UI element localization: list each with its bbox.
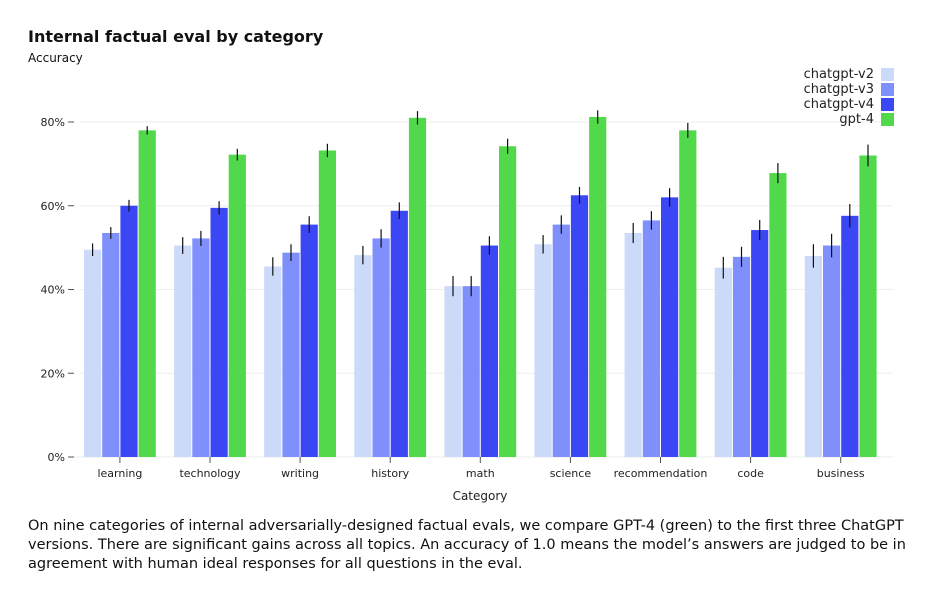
bar-chatgpt-v3-business — [823, 245, 841, 457]
x-tick-label: technology — [179, 467, 241, 480]
bar-gpt-4-science — [589, 116, 607, 457]
bar-chatgpt-v4-math — [480, 245, 498, 457]
bar-chatgpt-v2-recommendation — [624, 232, 642, 457]
bar-chart: 0% 20% 40% 60% 80% learning technology writing… — [41, 67, 894, 503]
bar-gpt-4-writing — [318, 150, 336, 457]
bar-chatgpt-v2-writing — [264, 266, 282, 457]
bar-chatgpt-v2-technology — [174, 245, 192, 457]
x-tick-label: writing — [281, 467, 319, 480]
bar-chatgpt-v4-learning — [120, 205, 138, 457]
bar-chatgpt-v4-recommendation — [661, 197, 679, 457]
bar-chatgpt-v2-math — [444, 286, 462, 457]
bar-chatgpt-v2-history — [354, 255, 372, 457]
bar-chatgpt-v3-recommendation — [642, 220, 660, 457]
x-tick-label: recommendation — [614, 467, 708, 480]
bar-chatgpt-v3-writing — [282, 252, 300, 457]
error-bars — [91, 110, 869, 297]
legend-swatch-chatgpt-v3 — [881, 83, 894, 96]
bar-chatgpt-v3-technology — [192, 238, 210, 457]
x-tick-label: math — [466, 467, 495, 480]
bar-chatgpt-v3-science — [552, 224, 570, 457]
bar-chatgpt-v4-writing — [300, 224, 318, 457]
bar-chatgpt-v4-business — [841, 215, 859, 457]
x-axis: learning technology writing history math scie… — [97, 457, 865, 480]
bar-chatgpt-v4-history — [390, 210, 408, 457]
y-axis-label: Accuracy — [28, 51, 83, 65]
bar-chatgpt-v3-math — [462, 286, 480, 457]
y-tick-label: 60% — [41, 200, 65, 213]
x-tick-label: learning — [97, 467, 142, 480]
legend-label-gpt-4: gpt-4 — [839, 112, 874, 127]
x-tick-label: code — [737, 467, 764, 480]
bar-chatgpt-v2-code — [714, 267, 732, 457]
caption-text: On nine categories of internal adversari… — [28, 518, 906, 572]
x-axis-title: Category — [453, 489, 508, 503]
bar-chatgpt-v2-learning — [84, 249, 102, 457]
legend-label-chatgpt-v2: chatgpt-v2 — [804, 67, 874, 82]
legend-label-chatgpt-v4: chatgpt-v4 — [804, 97, 874, 112]
y-tick-label: 80% — [41, 116, 65, 129]
bar-chatgpt-v4-science — [570, 195, 589, 457]
y-tick-label: 40% — [41, 284, 65, 297]
bar-chatgpt-v4-technology — [210, 207, 228, 457]
bar-gpt-4-math — [499, 146, 517, 457]
bar-gpt-4-learning — [138, 130, 156, 457]
x-tick-label: history — [371, 467, 409, 480]
bar-gpt-4-technology — [228, 154, 246, 457]
bar-chatgpt-v3-history — [372, 238, 390, 457]
bar-chatgpt-v4-code — [751, 230, 769, 457]
y-axis: 0% 20% 40% 60% 80% — [41, 116, 74, 464]
y-tick-label: 0% — [48, 451, 65, 464]
bar-gpt-4-recommendation — [679, 130, 697, 457]
legend-swatch-chatgpt-v4 — [881, 98, 894, 111]
bar-gpt-4-code — [769, 173, 787, 457]
bar-chatgpt-v3-code — [732, 256, 751, 457]
bar-gpt-4-business — [859, 155, 877, 457]
bar-gpt-4-history — [408, 117, 427, 457]
bars — [84, 116, 877, 457]
x-tick-label: science — [550, 467, 592, 480]
legend-swatch-chatgpt-v2 — [881, 68, 894, 81]
legend-swatch-gpt-4 — [881, 113, 894, 126]
bar-chatgpt-v2-business — [804, 256, 822, 457]
bar-chatgpt-v2-science — [534, 244, 552, 457]
chart-title: Internal factual eval by category — [28, 27, 324, 46]
legend-label-chatgpt-v3: chatgpt-v3 — [804, 82, 874, 97]
y-tick-label: 20% — [41, 367, 65, 380]
bar-chatgpt-v3-learning — [102, 232, 120, 457]
x-tick-label: business — [817, 467, 865, 480]
